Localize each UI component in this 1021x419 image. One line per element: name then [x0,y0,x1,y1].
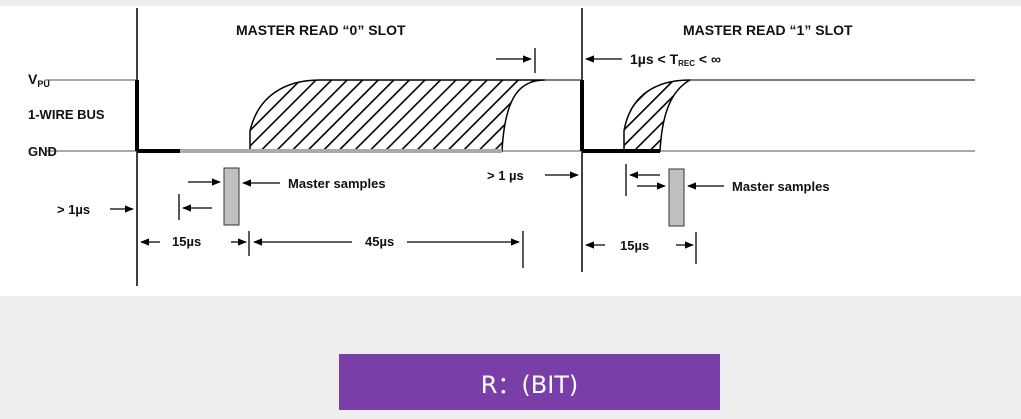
title-read1-slot: MASTER READ “1” SLOT [683,22,853,38]
read-slot-timing-diagram: MASTER READ “0” SLOT MASTER READ “1” SLO… [28,8,975,286]
t15us-left-label: 15µs [172,234,201,249]
master-samples-label-read0: Master samples [288,176,386,191]
gt1us-left-label: > 1µs [57,202,90,217]
gnd-label: GND [28,144,57,159]
t15us-right-label: 15µs [620,238,649,253]
master-samples-label-read1: Master samples [732,179,830,194]
hatched-region-read1 [623,79,691,152]
trec-label: 1µs < TREC < ∞ [630,51,721,68]
gt1us-mid-label: > 1 µs [487,168,524,183]
title-read0-slot: MASTER READ “0” SLOT [236,22,406,38]
hatched-region-read0 [249,79,546,152]
timing-diagram-panel: MASTER READ “0” SLOT MASTER READ “1” SLO… [0,6,1021,296]
sample-window-read0 [223,167,240,226]
bus-label: 1-WIRE BUS [28,107,105,122]
sample-window-read1 [668,168,685,227]
vpu-label: VPU [28,71,50,89]
t45us-label: 45µs [365,234,394,249]
read-bit-button[interactable]: R：(BIT) [339,354,720,410]
